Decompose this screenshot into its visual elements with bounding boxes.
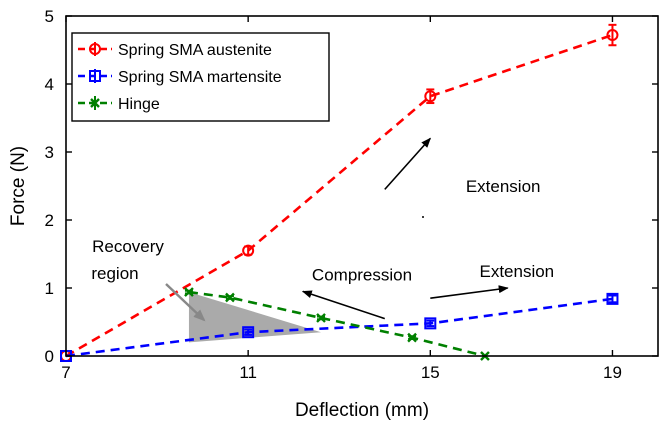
annotation-layer: Extension Compression Extension Recovery reg… — [91, 137, 554, 322]
annotation-arrow — [430, 285, 509, 299]
series-layer — [60, 23, 619, 362]
circle-marker — [424, 90, 437, 103]
square-marker — [606, 292, 619, 305]
x-tick-label: 7 — [61, 363, 70, 382]
plot-frame — [65, 15, 659, 357]
recovery-region-layer — [188, 292, 322, 343]
y-tick-label: 5 — [45, 7, 54, 26]
x-marker — [316, 313, 326, 323]
circle-marker — [606, 29, 619, 42]
x-marker — [225, 292, 235, 303]
y-tick-label: 0 — [45, 347, 54, 366]
circle-marker — [89, 43, 101, 55]
y-axis-title: Force (N) — [8, 146, 29, 226]
x-marker — [407, 332, 417, 343]
region-arrow — [165, 283, 206, 322]
series-2 — [60, 292, 619, 362]
square-marker — [424, 317, 437, 330]
axis-layer: 7 11 15 19 0 1 2 3 4 5 — [45, 7, 658, 382]
annotation-label: Extension — [466, 177, 541, 196]
series-line — [65, 297, 613, 358]
legend-entry-2: Spring SMA martensite — [78, 69, 282, 86]
recovery-region-shape — [188, 292, 322, 343]
circle-marker — [242, 244, 255, 257]
legend: Spring SMA austenite Spring SMA martensit… — [71, 32, 330, 122]
x-marker — [90, 98, 100, 108]
square-marker — [89, 70, 101, 82]
region-label-line2: region — [91, 264, 138, 283]
x-tick-label: 15 — [421, 363, 440, 382]
square-marker — [242, 326, 255, 339]
annotation-arrow — [384, 137, 431, 190]
y-tick-label: 3 — [45, 143, 54, 162]
y-tick-label: 2 — [45, 211, 54, 230]
annotation-label: Extension — [479, 262, 554, 281]
legend-label: Spring SMA austenite — [118, 42, 272, 59]
stray-dot — [422, 216, 424, 218]
region-label-line1: Recovery — [92, 237, 164, 256]
legend-label: Hinge — [118, 96, 160, 113]
legend-box — [71, 32, 330, 122]
x-tick-label: 11 — [239, 363, 257, 382]
annotation-label: Compression — [312, 265, 412, 284]
x-tick-label: 19 — [603, 363, 622, 382]
x-axis-title: Deflection (mm) — [295, 400, 429, 421]
legend-label: Spring SMA martensite — [118, 69, 282, 86]
legend-entry-3: Hinge — [78, 96, 160, 113]
legend-entry-1: Spring SMA austenite — [78, 42, 272, 59]
x-marker — [184, 287, 194, 297]
annotation-arrow — [301, 290, 386, 320]
y-tick-label: 1 — [45, 279, 54, 298]
y-tick-label: 4 — [45, 75, 54, 94]
series-line — [65, 33, 613, 358]
